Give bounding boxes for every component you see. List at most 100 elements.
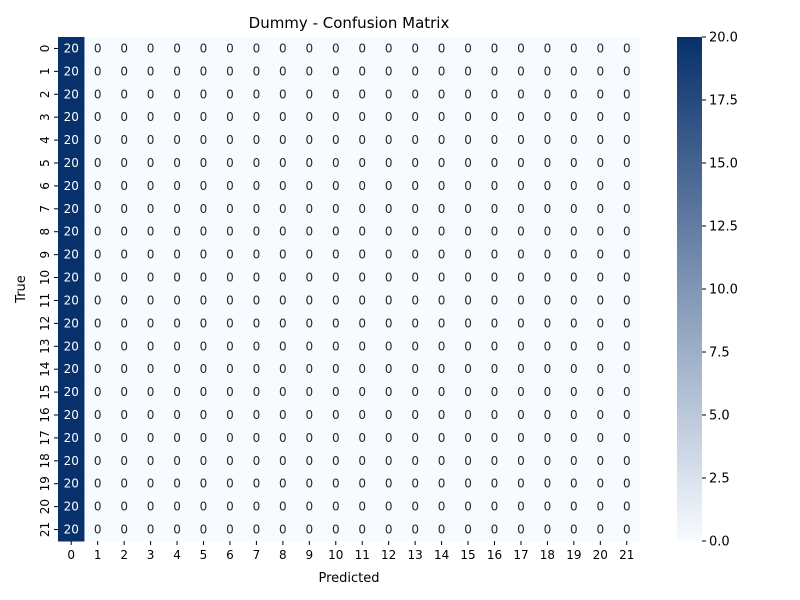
cell-value-label: 0 [438,408,446,422]
heatmap-cell [401,311,429,336]
cell-value-label: 0 [358,64,366,78]
heatmap-cell [269,220,297,244]
heatmap-cell [216,403,244,427]
cell-value-label: 0 [358,202,366,216]
cell-value-label: 0 [596,293,604,307]
heatmap-cell [58,128,85,153]
heatmap-cell [375,426,403,450]
heatmap-cell [534,197,562,221]
cell-value-label: 0 [94,202,102,216]
cell-value-label: 0 [596,339,604,353]
heatmap-cell [507,197,535,221]
cell-value-label: 0 [94,431,102,445]
heatmap-cell [507,266,535,290]
colorbar: 0.0 2.5 5.0 7.5 10.0 12.5 15.0 17.5 20.0 [677,31,738,550]
cell-value-label: 0 [200,523,208,537]
heatmap-cell [243,472,271,496]
cell-value-label: 20 [64,293,79,307]
heatmap-cell [454,243,482,267]
heatmap-cell [560,220,588,244]
cell-value-label: 0 [544,64,552,78]
heatmap-cell [296,472,324,496]
cell-value-label: 0 [570,156,578,170]
heatmap-cell [296,105,324,130]
heatmap-cell [375,37,403,61]
cell-value-label: 0 [200,248,208,262]
heatmap-cell [613,357,641,382]
heatmap-cell [613,243,641,267]
cell-value-label: 0 [491,477,499,491]
heatmap-cell [137,357,165,382]
cell-value-label: 0 [226,500,234,514]
y-tick-label: 2 [38,90,52,98]
cell-value-label: 0 [438,385,446,399]
heatmap-cell [110,128,138,153]
heatmap-cell [587,220,615,244]
cell-value-label: 0 [332,293,340,307]
heatmap-cell [163,334,191,359]
heatmap-cell [349,243,376,267]
heatmap-cell [163,472,191,496]
cell-value-label: 0 [279,431,287,445]
heatmap-cell [481,197,509,221]
heatmap-cell [110,174,138,198]
heatmap-cell [454,334,482,359]
heatmap-cell [110,311,138,336]
cell-value-label: 0 [544,225,552,239]
heatmap-cell [454,289,482,313]
cell-value-label: 0 [411,339,419,353]
heatmap-cell [560,403,588,427]
cell-value-label: 0 [596,362,604,376]
cell-value-label: 0 [279,408,287,422]
cell-value-label: 0 [147,339,155,353]
heatmap-cell [84,357,112,382]
cell-value-label: 0 [464,454,472,468]
heatmap-cell [163,449,191,473]
cell-value-label: 0 [411,523,419,537]
cell-value-label: 0 [147,41,155,55]
heatmap-cell [190,128,218,153]
cell-value-label: 0 [358,454,366,468]
cell-value-label: 0 [305,362,313,376]
heatmap-cell [110,380,138,405]
cell-value-label: 0 [332,133,340,147]
heatmap-cell [84,105,112,130]
cell-value-label: 0 [120,408,128,422]
cell-value-label: 0 [517,87,525,101]
heatmap-cell [481,357,509,382]
cell-value-label: 0 [332,225,340,239]
cell-value-label: 0 [147,179,155,193]
cell-value-label: 0 [385,362,393,376]
cell-value-label: 0 [94,64,102,78]
cell-value-label: 0 [385,156,393,170]
cell-value-label: 0 [173,408,181,422]
heatmap-cell [507,403,535,427]
cell-value-label: 0 [147,500,155,514]
cell-value-label: 0 [253,454,261,468]
heatmap-cell [296,151,324,175]
cell-value-label: 0 [491,293,499,307]
heatmap-cell [613,59,641,84]
heatmap-cell [243,220,271,244]
cell-value-label: 0 [385,339,393,353]
heatmap-cell [587,334,615,359]
heatmap-cell [296,311,324,336]
heatmap-cell [613,128,641,153]
heatmap-cell [349,220,376,244]
cell-value-label: 0 [411,133,419,147]
cell-value-label: 0 [517,339,525,353]
heatmap-cell [401,380,429,405]
x-tick-label: 4 [173,548,181,562]
heatmap-cell [454,151,482,175]
heatmap-cell [216,243,244,267]
heatmap-cell [481,174,509,198]
cell-value-label: 0 [438,179,446,193]
heatmap-cell [110,197,138,221]
cell-value-label: 0 [120,179,128,193]
cell-value-label: 0 [305,454,313,468]
heatmap-cell [375,449,403,473]
heatmap-cell [534,426,562,450]
cell-value-label: 0 [570,523,578,537]
heatmap-cell [243,518,271,542]
cell-value-label: 0 [147,87,155,101]
